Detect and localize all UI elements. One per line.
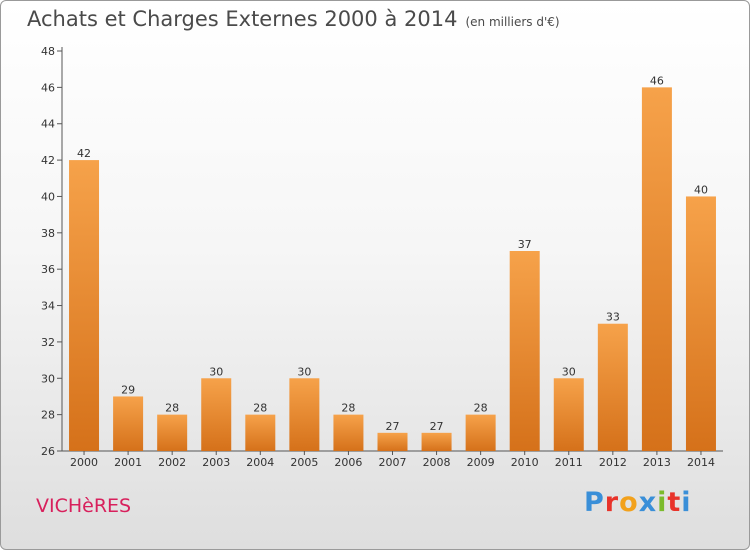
data-label: 28 xyxy=(474,402,488,415)
logo-letter: r xyxy=(604,487,620,518)
bar xyxy=(377,432,408,451)
y-tick-label: 38 xyxy=(41,227,55,240)
data-label: 28 xyxy=(341,402,355,415)
data-label: 28 xyxy=(253,402,267,415)
data-label: 33 xyxy=(606,311,620,324)
x-tick-label: 2003 xyxy=(202,456,230,469)
y-tick-label: 48 xyxy=(41,45,55,58)
x-tick-label: 2001 xyxy=(114,456,142,469)
bar xyxy=(685,196,716,451)
y-tick-label: 28 xyxy=(41,409,55,422)
x-tick-label: 2010 xyxy=(511,456,539,469)
y-tick-label: 34 xyxy=(41,300,55,313)
x-tick-label: 2009 xyxy=(467,456,495,469)
data-label: 29 xyxy=(121,383,135,396)
data-label: 27 xyxy=(386,420,400,433)
bar xyxy=(201,378,232,451)
y-tick-label: 40 xyxy=(41,190,55,203)
x-tick-label: 2014 xyxy=(687,456,715,469)
bar xyxy=(113,396,144,451)
bar xyxy=(245,414,276,451)
data-label: 46 xyxy=(650,74,664,87)
x-tick-label: 2012 xyxy=(599,456,627,469)
town-name: VICHèRES xyxy=(36,495,132,517)
chart-title-text: Achats et Charges Externes 2000 à 2014 xyxy=(27,7,458,31)
data-label: 28 xyxy=(165,402,179,415)
x-tick-label: 2004 xyxy=(246,456,274,469)
logo-letter: i xyxy=(681,487,692,518)
bar xyxy=(465,414,496,451)
bar xyxy=(509,251,540,451)
y-tick-label: 36 xyxy=(41,263,55,276)
bar xyxy=(553,378,584,451)
logo-letter: i xyxy=(657,487,668,518)
data-label: 40 xyxy=(694,183,708,196)
y-tick-label: 32 xyxy=(41,336,55,349)
data-label: 30 xyxy=(209,365,223,378)
bar xyxy=(641,87,672,451)
bar xyxy=(157,414,188,451)
x-tick-label: 2013 xyxy=(643,456,671,469)
data-label: 30 xyxy=(297,365,311,378)
logo-letter: x xyxy=(638,487,658,518)
bar xyxy=(333,414,364,451)
logo-letter: o xyxy=(619,487,639,518)
y-tick-label: 42 xyxy=(41,154,55,167)
data-label: 27 xyxy=(430,420,444,433)
y-tick-label: 46 xyxy=(41,81,55,94)
x-tick-label: 2006 xyxy=(334,456,362,469)
bar xyxy=(421,432,452,451)
logo-letter: t xyxy=(667,487,682,518)
data-label: 30 xyxy=(562,365,576,378)
proxiti-logo: Proxiti xyxy=(584,487,692,518)
bar xyxy=(289,378,320,451)
chart-title: Achats et Charges Externes 2000 à 2014 (e… xyxy=(27,7,560,31)
bar xyxy=(69,160,100,451)
x-tick-label: 2005 xyxy=(290,456,318,469)
x-tick-label: 2011 xyxy=(555,456,583,469)
y-tick-label: 44 xyxy=(41,118,55,131)
x-tick-label: 2007 xyxy=(379,456,407,469)
x-tick-label: 2000 xyxy=(70,456,98,469)
y-tick-label: 30 xyxy=(41,372,55,385)
data-label: 37 xyxy=(518,238,532,251)
x-tick-label: 2008 xyxy=(423,456,451,469)
y-tick-label: 26 xyxy=(41,445,55,458)
chart-subtitle: (en milliers d'€) xyxy=(465,15,560,29)
data-label: 42 xyxy=(77,147,91,160)
x-tick-label: 2002 xyxy=(158,456,186,469)
logo-letter: P xyxy=(584,487,605,518)
bar xyxy=(597,323,628,451)
